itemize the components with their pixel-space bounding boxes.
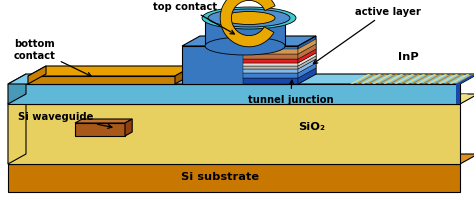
Polygon shape [421, 75, 442, 85]
Polygon shape [298, 50, 316, 64]
Polygon shape [137, 94, 162, 104]
Polygon shape [298, 54, 316, 67]
Polygon shape [299, 94, 323, 104]
Polygon shape [125, 119, 132, 136]
Polygon shape [456, 75, 474, 85]
Polygon shape [8, 94, 474, 104]
Polygon shape [243, 79, 298, 85]
Polygon shape [186, 94, 210, 104]
Polygon shape [56, 94, 81, 104]
Polygon shape [40, 94, 65, 104]
Polygon shape [24, 94, 49, 104]
Polygon shape [243, 64, 298, 67]
Polygon shape [205, 19, 285, 47]
Polygon shape [28, 67, 46, 85]
Polygon shape [8, 75, 474, 85]
Text: top contact: top contact [153, 2, 234, 35]
Polygon shape [449, 75, 470, 85]
Ellipse shape [202, 8, 296, 30]
Text: SiO₂: SiO₂ [298, 121, 325, 131]
Polygon shape [75, 123, 125, 136]
Polygon shape [416, 75, 437, 85]
Polygon shape [347, 94, 372, 104]
Polygon shape [234, 94, 258, 104]
Polygon shape [444, 75, 464, 85]
Polygon shape [400, 75, 420, 85]
Ellipse shape [205, 38, 285, 56]
Polygon shape [121, 94, 146, 104]
Polygon shape [350, 75, 371, 85]
Polygon shape [298, 45, 316, 60]
Polygon shape [243, 67, 298, 70]
Text: Si waveguide: Si waveguide [18, 111, 112, 129]
Wedge shape [220, 0, 275, 48]
Polygon shape [356, 75, 376, 85]
Polygon shape [169, 94, 194, 104]
Polygon shape [153, 94, 178, 104]
Polygon shape [331, 94, 356, 104]
Polygon shape [218, 94, 242, 104]
Polygon shape [456, 85, 460, 104]
Polygon shape [202, 94, 226, 104]
Polygon shape [28, 77, 175, 85]
Polygon shape [298, 57, 316, 70]
Polygon shape [266, 94, 291, 104]
Polygon shape [8, 75, 26, 104]
Polygon shape [243, 74, 298, 79]
Polygon shape [243, 70, 298, 74]
Polygon shape [8, 164, 460, 192]
Polygon shape [444, 94, 468, 104]
Polygon shape [182, 47, 298, 85]
Polygon shape [243, 55, 298, 60]
Polygon shape [250, 94, 274, 104]
Polygon shape [428, 94, 452, 104]
Text: InP: InP [398, 52, 419, 62]
Polygon shape [298, 69, 316, 85]
Polygon shape [298, 64, 316, 79]
Polygon shape [73, 94, 97, 104]
Text: active layer: active layer [313, 7, 421, 64]
Polygon shape [182, 37, 316, 47]
Polygon shape [389, 75, 409, 85]
Polygon shape [410, 75, 431, 85]
Polygon shape [105, 94, 129, 104]
Polygon shape [298, 60, 316, 74]
Polygon shape [372, 75, 393, 85]
Ellipse shape [223, 12, 275, 25]
Text: tunnel junction: tunnel junction [248, 81, 334, 104]
Polygon shape [8, 85, 460, 104]
Polygon shape [363, 94, 388, 104]
Polygon shape [366, 75, 387, 85]
Polygon shape [298, 37, 316, 85]
Polygon shape [438, 75, 459, 85]
Polygon shape [379, 94, 404, 104]
Polygon shape [175, 67, 193, 85]
Polygon shape [298, 40, 316, 55]
Polygon shape [395, 94, 420, 104]
Polygon shape [283, 94, 307, 104]
Polygon shape [8, 104, 460, 164]
Polygon shape [383, 75, 404, 85]
Polygon shape [377, 75, 398, 85]
Polygon shape [427, 75, 448, 85]
Polygon shape [8, 154, 474, 164]
Polygon shape [432, 75, 453, 85]
Polygon shape [405, 75, 426, 85]
Polygon shape [243, 50, 298, 55]
Polygon shape [394, 75, 415, 85]
Polygon shape [8, 94, 26, 164]
Polygon shape [243, 60, 298, 64]
Polygon shape [75, 119, 132, 123]
Ellipse shape [208, 10, 290, 28]
Polygon shape [8, 94, 32, 104]
Polygon shape [89, 94, 113, 104]
Text: Si substrate: Si substrate [181, 171, 259, 181]
Polygon shape [455, 75, 474, 85]
Polygon shape [361, 75, 382, 85]
Polygon shape [315, 94, 339, 104]
Text: bottom
contact: bottom contact [14, 39, 91, 77]
Polygon shape [28, 67, 193, 77]
Polygon shape [411, 94, 436, 104]
